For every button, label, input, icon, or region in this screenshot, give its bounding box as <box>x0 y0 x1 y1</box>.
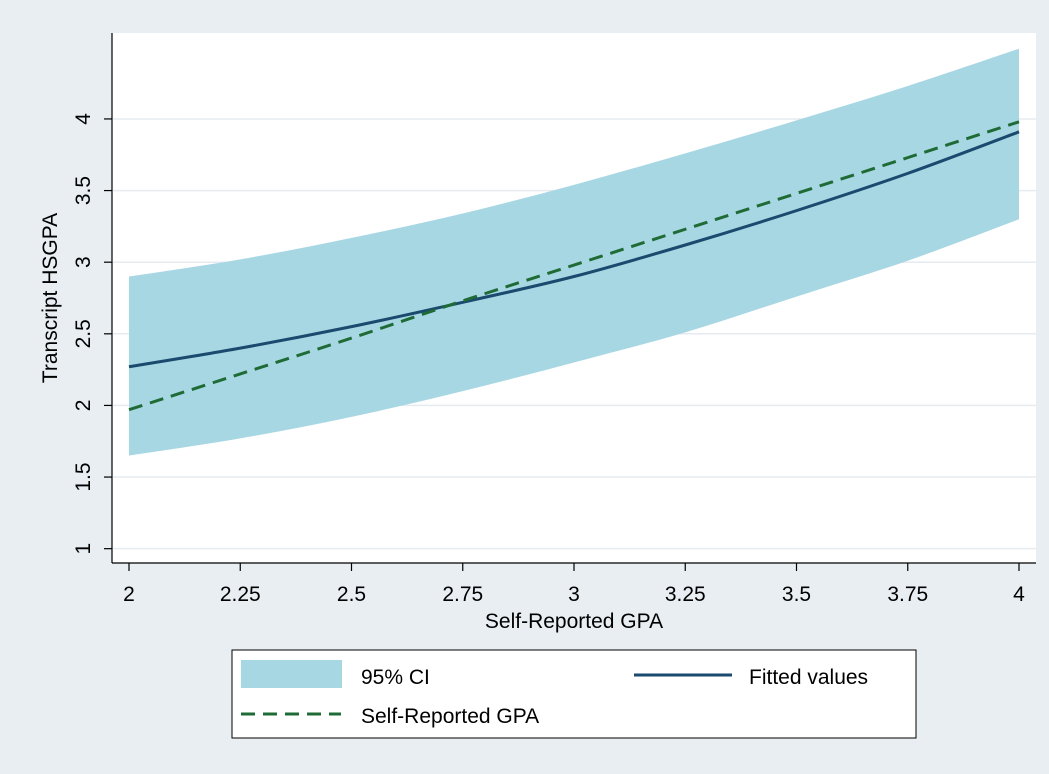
legend-ci-label: 95% CI <box>361 666 430 689</box>
y-axis-ticks: 1 1.5 2 2.5 3 3.5 4 <box>72 113 112 555</box>
legend: 95% CI Fitted values Self-Reported GPA <box>231 649 917 739</box>
y-tick-label: 3 <box>72 256 95 268</box>
x-tick-label: 3.5 <box>782 583 811 606</box>
x-tick-label: 2.25 <box>220 583 261 606</box>
x-tick-label: 4 <box>1013 583 1025 606</box>
x-tick-label: 3 <box>568 583 580 606</box>
series-lines <box>128 120 1020 412</box>
y-tick-label: 4 <box>72 113 95 125</box>
fitted-values-line <box>128 130 1020 369</box>
x-tick-label: 2.75 <box>442 583 483 606</box>
legend-ci-swatch <box>241 660 342 688</box>
ci-band <box>129 48 1019 456</box>
y-axis-title: Transcript HSGPA <box>39 213 62 383</box>
x-tick-label: 2.5 <box>337 583 366 606</box>
legend-selfreported-label: Self-Reported GPA <box>361 705 539 728</box>
selfreported-gpa-line <box>128 120 1020 412</box>
y-tick-label: 2 <box>72 400 95 412</box>
x-tick-label: 2 <box>123 583 135 606</box>
y-tick-label: 3.5 <box>72 176 95 205</box>
x-tick-label: 3.75 <box>887 583 928 606</box>
legend-box <box>231 649 917 739</box>
ci-band-layer <box>129 48 1019 456</box>
y-tick-label: 1 <box>72 543 95 555</box>
x-tick-label: 3.25 <box>665 583 706 606</box>
x-axis-ticks: 2 2.25 2.5 2.75 3 3.25 3.5 3.75 4 <box>123 563 1025 606</box>
y-tick-label: 1.5 <box>72 462 95 491</box>
x-axis-title: Self-Reported GPA <box>485 610 663 633</box>
legend-fitted-label: Fitted values <box>749 666 868 689</box>
y-tick-label: 2.5 <box>72 319 95 348</box>
